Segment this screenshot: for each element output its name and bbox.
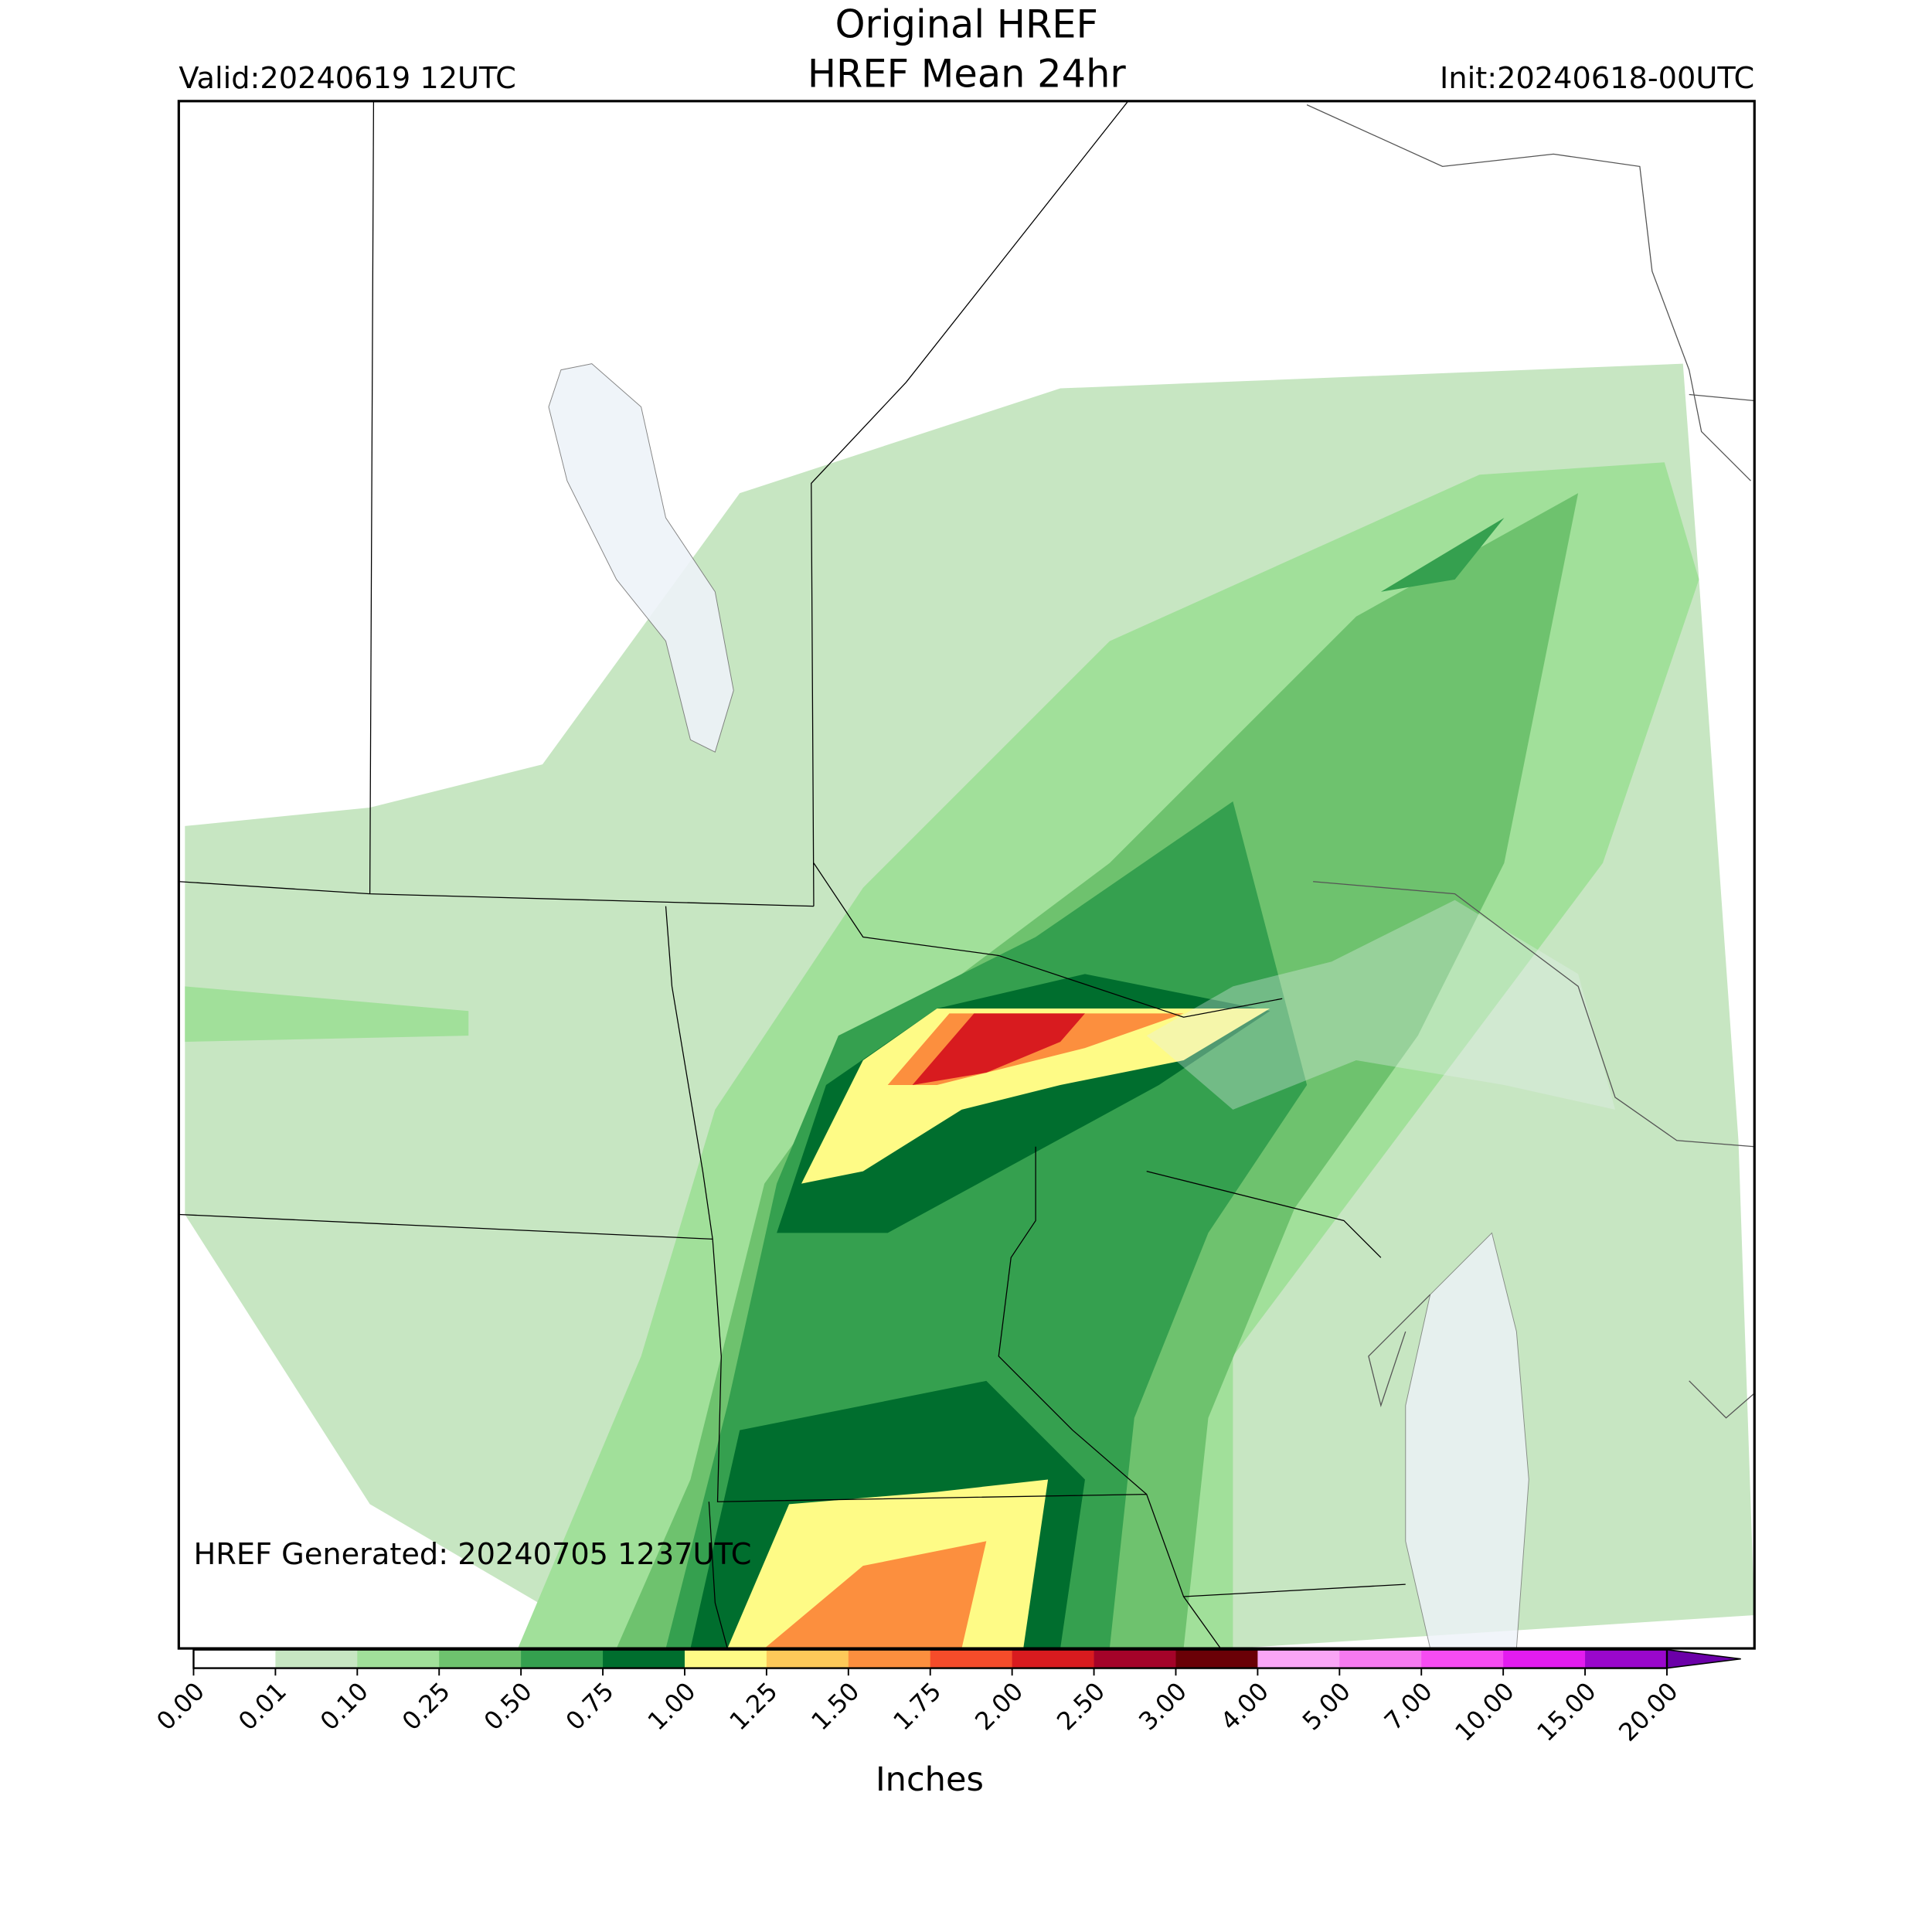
colorbar-tick-label: 0.00 (151, 1676, 210, 1736)
colorbar-tick-label: 0.01 (233, 1676, 292, 1736)
colorbar-segment (1585, 1649, 1668, 1668)
colorbar-segment (1012, 1649, 1095, 1668)
map-frame (177, 100, 1756, 1650)
colorbar-tick-label: 1.50 (805, 1676, 865, 1736)
colorbar-segment (1339, 1649, 1423, 1668)
precip-yellow (727, 1009, 1270, 1649)
colorbar-tick-label: 2.00 (969, 1676, 1029, 1736)
lake (1146, 900, 1615, 1110)
precip-band (185, 986, 469, 1043)
colorbar-tick-label: 10.00 (1449, 1676, 1519, 1747)
colorbar-segment (1257, 1649, 1341, 1668)
colorbar-tick-label: 5.00 (1297, 1676, 1356, 1736)
lake (1405, 1232, 1529, 1649)
colorbar: 0.00 0.01 0.10 0.25 0.50 0.75 1.00 1.25 1.50 1.75… (151, 1648, 1741, 1747)
colorbar-segment (521, 1649, 604, 1668)
coastline (1306, 104, 1755, 1419)
title: Original HREF (835, 2, 1098, 47)
colorbar-tick-label: 2.50 (1051, 1676, 1111, 1736)
lake (548, 363, 734, 753)
precip-red (912, 1013, 1085, 1085)
colorbar-segment (357, 1649, 440, 1668)
colorbar-segment (275, 1649, 359, 1668)
colorbar-segment (848, 1649, 931, 1668)
colorbar-segment (1421, 1649, 1504, 1668)
colorbar-tick-label: 20.00 (1613, 1676, 1683, 1747)
colorbar-tick-label: 7.00 (1379, 1676, 1438, 1736)
colorbar-segment (1175, 1649, 1259, 1668)
colorbar-tick-label: 0.25 (396, 1676, 456, 1736)
init-time: Init:20240618-00UTC (1440, 61, 1754, 96)
colorbar-tick-label: 4.00 (1215, 1676, 1274, 1736)
colorbar-segment (766, 1649, 849, 1668)
colorbar-tick-label: 3.00 (1133, 1676, 1192, 1736)
colorbar-segment (930, 1649, 1013, 1668)
colorbar-segment (193, 1649, 277, 1668)
colorbar-label: Inches (876, 1760, 984, 1799)
footnote: HREF Generated: 20240705 1237UTC (193, 1537, 751, 1572)
colorbar-tick-label: 15.00 (1531, 1676, 1601, 1747)
colorbar-segment (1094, 1649, 1177, 1668)
colorbar-tick-label: 1.00 (641, 1676, 701, 1736)
subtitle: HREF Mean 24hr (808, 51, 1127, 96)
colorbar-segment (1503, 1649, 1586, 1668)
map (179, 100, 1755, 1649)
valid-time: Valid:20240619 12UTC (179, 61, 516, 96)
colorbar-segment (439, 1649, 522, 1668)
colorbar-tick-label: 1.75 (887, 1676, 947, 1736)
colorbar-segment (684, 1649, 767, 1668)
colorbar-tick-label: 1.25 (723, 1676, 783, 1736)
colorbar-tick-label: 0.10 (315, 1676, 374, 1736)
colorbar-tick-label: 0.75 (560, 1676, 620, 1736)
state-border (179, 100, 1406, 1649)
colorbar-extend (1666, 1648, 1741, 1669)
colorbar-segment (603, 1649, 685, 1668)
colorbar-tick-label: 0.50 (478, 1676, 538, 1736)
